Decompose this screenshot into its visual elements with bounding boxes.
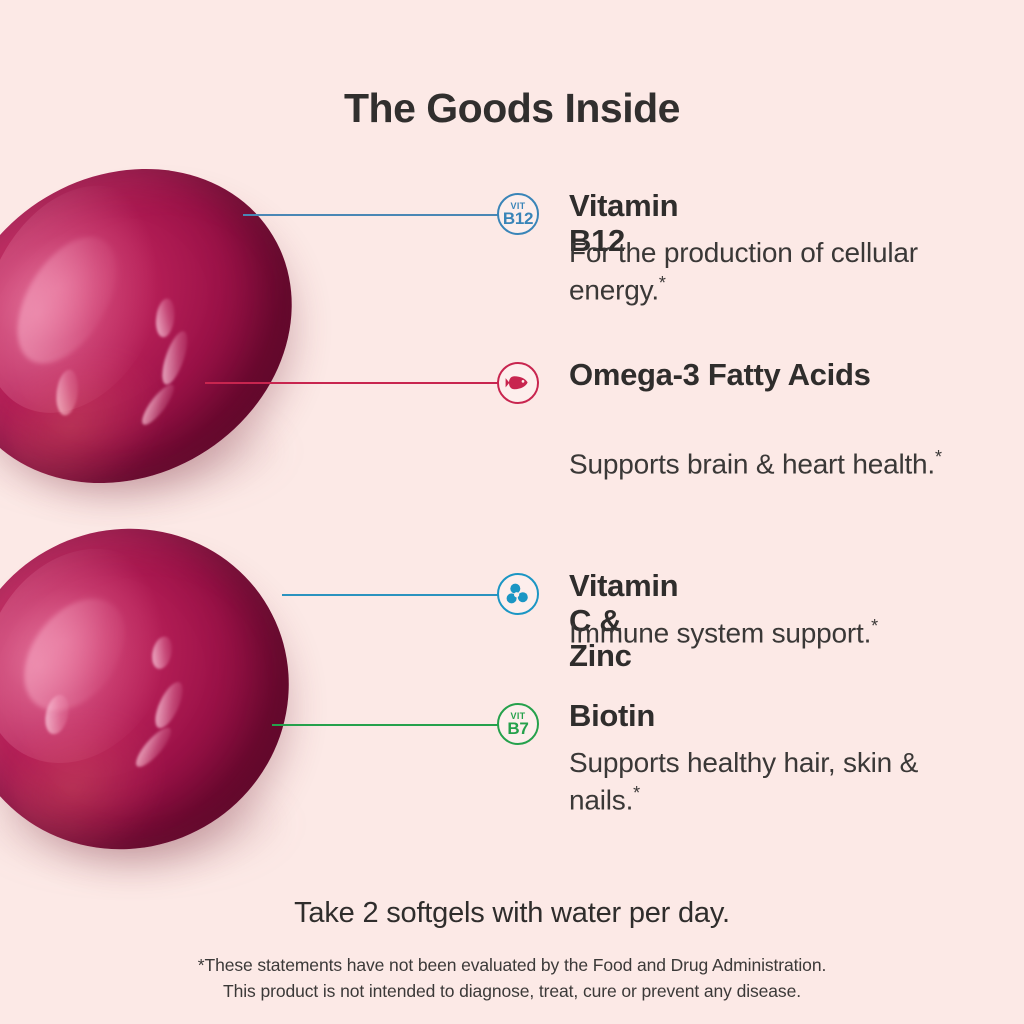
vitamin-b7-badge-icon: VIT B7 (497, 703, 539, 745)
footnote-marker: * (658, 272, 666, 293)
vitamin-b12-badge-icon: VIT B12 (497, 193, 539, 235)
molecule-icon (497, 573, 539, 615)
footnote-marker: * (935, 447, 942, 467)
fda-disclaimer: *These statements have not been evaluate… (0, 953, 1024, 1005)
softgel-glint (153, 297, 177, 339)
ingredient-heading: Vitamin B12 (569, 188, 679, 259)
fda-disclaimer-line-1: *These statements have not been evaluate… (197, 955, 827, 975)
softgel-glint (130, 723, 176, 772)
softgel-glint (137, 380, 179, 429)
softgel-glint (53, 368, 81, 417)
badge-vit-label: VIT (510, 200, 526, 211)
connector-line-biotin (272, 724, 503, 726)
softgel-highlight (3, 579, 145, 730)
molecule-icon-glyph (506, 583, 528, 604)
ingredient-description: Immune system support.* (569, 615, 1009, 652)
badge-vit-label: VIT (510, 710, 526, 721)
ingredient-description: For the production of cellular energy.* (569, 235, 969, 309)
ingredient-heading: Vitamin C & Zinc (569, 568, 679, 674)
ingredient-heading: Biotin (569, 698, 656, 733)
badge-vit-code: B12 (502, 208, 534, 228)
softgel-glint (148, 634, 175, 671)
softgel-highlight (0, 220, 137, 381)
connector-line-vitamin-b12 (243, 214, 503, 216)
ingredient-description-text: For the production of cellular energy. (569, 237, 918, 306)
ingredient-description: Supports healthy hair, skin & nails.* (569, 745, 969, 819)
connector-line-vitamin-c-zinc (282, 594, 503, 596)
page-title: The Goods Inside (344, 85, 680, 131)
ingredient-description-text: Supports brain & heart health. (569, 448, 936, 480)
footnote-marker: * (633, 782, 640, 803)
connector-line-omega-3 (205, 382, 503, 384)
fish-icon (497, 362, 539, 404)
fda-disclaimer-line-2: This product is not intended to diagnose… (223, 980, 801, 1001)
ingredient-heading: Omega-3 Fatty Acids (569, 357, 871, 392)
footnote-marker: * (871, 616, 878, 636)
ingredient-description: Supports brain & heart health.* (569, 446, 969, 483)
ingredient-description-text: Immune system support. (569, 617, 872, 649)
softgel-glint (149, 679, 188, 733)
fish-icon-glyph (505, 376, 528, 390)
badge-vit-code: B7 (507, 718, 529, 738)
dosage-instruction: Take 2 softgels with water per day. (294, 897, 730, 929)
softgel-capsule-bottom (0, 472, 345, 906)
ingredient-description-text: Supports healthy hair, skin & nails. (569, 747, 919, 816)
